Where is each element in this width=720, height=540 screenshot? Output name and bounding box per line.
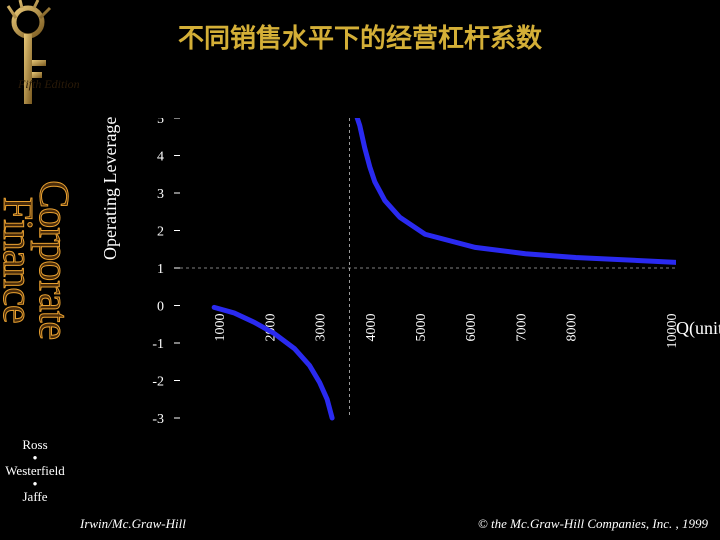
svg-text:5: 5 — [157, 118, 164, 127]
authors-block: Ross ● Westerfield ● Jaffe — [0, 434, 70, 508]
footer-publisher: Irwin/Mc.Graw-Hill — [80, 516, 186, 532]
page-title: 不同销售水平下的经营杠杆系数 — [0, 18, 720, 55]
svg-text:10000: 10000 — [665, 314, 676, 349]
y-axis-label: Operating Leverage — [100, 117, 121, 260]
edition-label: Fifth Edition — [18, 78, 80, 91]
svg-text:0: 0 — [157, 300, 164, 315]
x-axis-label: Q(unit) — [676, 318, 720, 339]
svg-text:8000: 8000 — [565, 314, 580, 342]
svg-text:4000: 4000 — [364, 314, 379, 342]
book-title-vertical: Corporate Finance — [2, 120, 66, 400]
svg-text:-3: -3 — [152, 412, 164, 427]
svg-text:6000: 6000 — [464, 314, 479, 342]
svg-text:-2: -2 — [152, 375, 164, 390]
svg-text:3000: 3000 — [314, 314, 329, 342]
svg-text:7000: 7000 — [514, 314, 529, 342]
svg-text:4: 4 — [157, 150, 164, 165]
svg-text:-1: -1 — [152, 337, 164, 352]
svg-text:1: 1 — [157, 262, 164, 277]
svg-text:5000: 5000 — [414, 314, 429, 342]
author-3: Jaffe — [0, 486, 70, 508]
svg-text:2: 2 — [157, 225, 164, 240]
operating-leverage-chart: 543210-1-2-31000200030004000500060007000… — [128, 118, 676, 478]
svg-text:1000: 1000 — [213, 314, 228, 342]
svg-text:3: 3 — [157, 187, 164, 202]
footer-copyright: © the Mc.Graw-Hill Companies, Inc. , 199… — [478, 516, 708, 532]
